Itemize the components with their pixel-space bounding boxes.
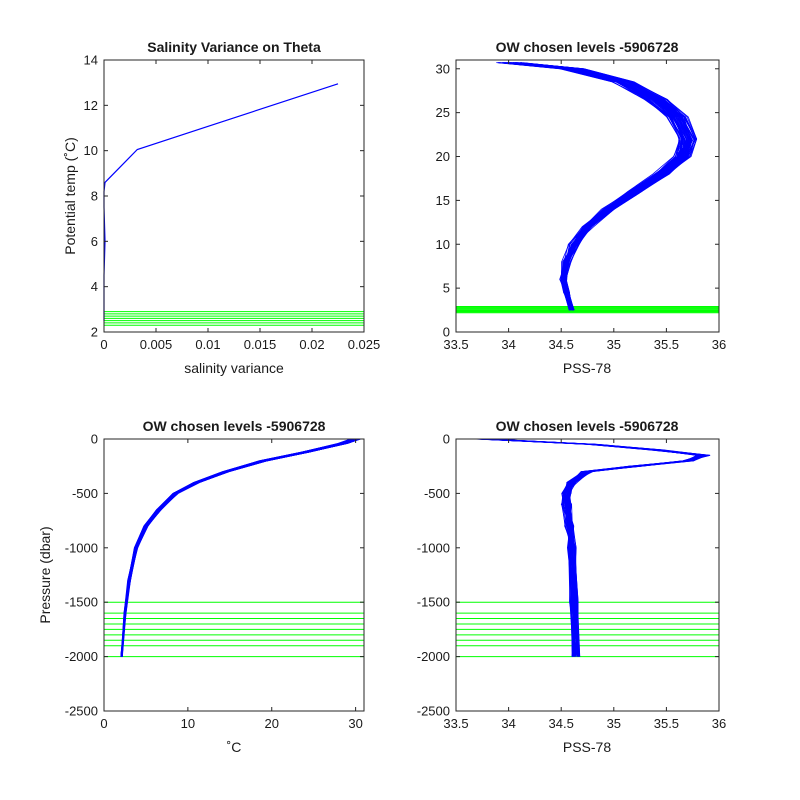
x-tick-label: 0.025 <box>348 337 381 352</box>
y-tick-label: 4 <box>91 279 98 294</box>
y-tick-label: 14 <box>84 53 98 68</box>
profile-line <box>503 62 684 311</box>
x-axis-label: ˚C <box>227 739 242 755</box>
profile-line <box>120 438 360 657</box>
x-tick-label: 35 <box>607 337 621 352</box>
chart-panel-salinity-variance: Salinity Variance on Theta 0 0.005 0.01 0.0… <box>62 39 380 376</box>
axis-ticks: 33.5 34 34.5 35 35.5 36 0 5 10 15 20 25 30 <box>436 60 726 352</box>
chart-title: OW chosen levels -5906728 <box>496 39 679 55</box>
chosen-levels <box>456 306 719 314</box>
x-tick-label: 0 <box>100 716 107 731</box>
axis-ticks: 0 10 20 30 -2500 -2000 -1500 -1000 -500 0 <box>65 432 364 731</box>
chosen-levels <box>104 601 364 658</box>
x-tick-label: 34 <box>501 716 515 731</box>
chart-title: OW chosen levels -5906728 <box>143 418 326 434</box>
axes-box <box>103 438 365 712</box>
y-tick-label: -1500 <box>65 595 98 610</box>
y-tick-label: 0 <box>443 432 450 447</box>
x-tick-label: 36 <box>712 337 726 352</box>
x-tick-label: 30 <box>348 716 362 731</box>
x-axis-label: PSS-78 <box>563 360 611 376</box>
y-tick-label: -500 <box>72 486 98 501</box>
chosen-levels <box>104 311 364 326</box>
x-tick-label: 33.5 <box>443 337 468 352</box>
x-tick-label: 0.01 <box>195 337 220 352</box>
y-tick-label: 6 <box>91 234 98 249</box>
y-tick-label: -1000 <box>65 540 98 555</box>
x-axis-label: PSS-78 <box>563 739 611 755</box>
x-tick-label: 34.5 <box>549 716 574 731</box>
x-tick-label: 0.005 <box>140 337 173 352</box>
y-tick-label: -500 <box>424 486 450 501</box>
y-tick-label: 0 <box>443 325 450 340</box>
x-tick-label: 34.5 <box>549 337 574 352</box>
x-tick-label: 35.5 <box>654 337 679 352</box>
axes-box <box>455 59 720 333</box>
y-tick-label: 10 <box>84 143 98 158</box>
y-tick-label: 2 <box>91 325 98 340</box>
y-tick-label: 10 <box>436 237 450 252</box>
profile-line <box>512 62 690 311</box>
profile-lines <box>473 438 711 657</box>
chart-panel-salinity-vs-pressure: OW chosen levels -5906728 33.5 34 34.5 35 35… <box>417 418 726 755</box>
x-tick-label: 10 <box>181 716 195 731</box>
y-tick-label: -2500 <box>417 704 450 719</box>
profile-line <box>483 438 705 657</box>
y-tick-label: 30 <box>436 61 450 76</box>
x-tick-label: 33.5 <box>443 716 468 731</box>
y-tick-label: 0 <box>91 432 98 447</box>
axis-ticks: 0 0.005 0.01 0.015 0.02 0.025 2 4 6 8 10 12 14 <box>84 53 381 353</box>
y-tick-label: 5 <box>443 281 450 296</box>
axes-box <box>455 438 720 712</box>
y-tick-label: -2000 <box>65 649 98 664</box>
x-tick-label: 20 <box>265 716 279 731</box>
y-axis-label: Pressure (dbar) <box>37 526 53 623</box>
profile-line <box>120 438 356 657</box>
x-tick-label: 36 <box>712 716 726 731</box>
chart-title: Salinity Variance on Theta <box>147 39 321 55</box>
x-tick-label: 35.5 <box>654 716 679 731</box>
profile-line <box>479 438 703 657</box>
x-axis-label: salinity variance <box>184 360 284 376</box>
y-tick-label: -2000 <box>417 649 450 664</box>
y-tick-label: -1000 <box>417 540 450 555</box>
chosen-levels <box>456 601 719 658</box>
chart-panel-temperature-vs-pressure: OW chosen levels -5906728 0 10 20 30 -2500 -2… <box>37 418 365 755</box>
x-tick-label: 35 <box>607 716 621 731</box>
x-tick-label: 34 <box>501 337 515 352</box>
y-tick-label: 8 <box>91 189 98 204</box>
profile-line <box>507 62 687 311</box>
profile-lines <box>120 438 362 657</box>
profile-line <box>520 62 697 311</box>
y-tick-label: -2500 <box>65 704 98 719</box>
y-tick-label: 12 <box>84 98 98 113</box>
profile-line <box>120 438 354 657</box>
x-tick-label: 0.015 <box>244 337 277 352</box>
x-tick-label: 0.02 <box>299 337 324 352</box>
y-tick-label: 25 <box>436 105 450 120</box>
profile-line <box>497 62 681 311</box>
x-tick-label: 0 <box>100 337 107 352</box>
profile-lines <box>496 62 698 311</box>
y-tick-label: -1500 <box>417 595 450 610</box>
y-tick-label: 15 <box>436 193 450 208</box>
chart-panel-salinity-vs-theta: OW chosen levels -5906728 33.5 34 34.5 35 35… <box>436 39 727 376</box>
axis-ticks: 33.5 34 34.5 35 35.5 36 -2500 -2000 -1500 -1000 -5… <box>417 432 726 732</box>
y-axis-label: Potential temp (˚C) <box>62 137 78 254</box>
y-tick-label: 20 <box>436 149 450 164</box>
chart-title: OW chosen levels -5906728 <box>496 418 679 434</box>
